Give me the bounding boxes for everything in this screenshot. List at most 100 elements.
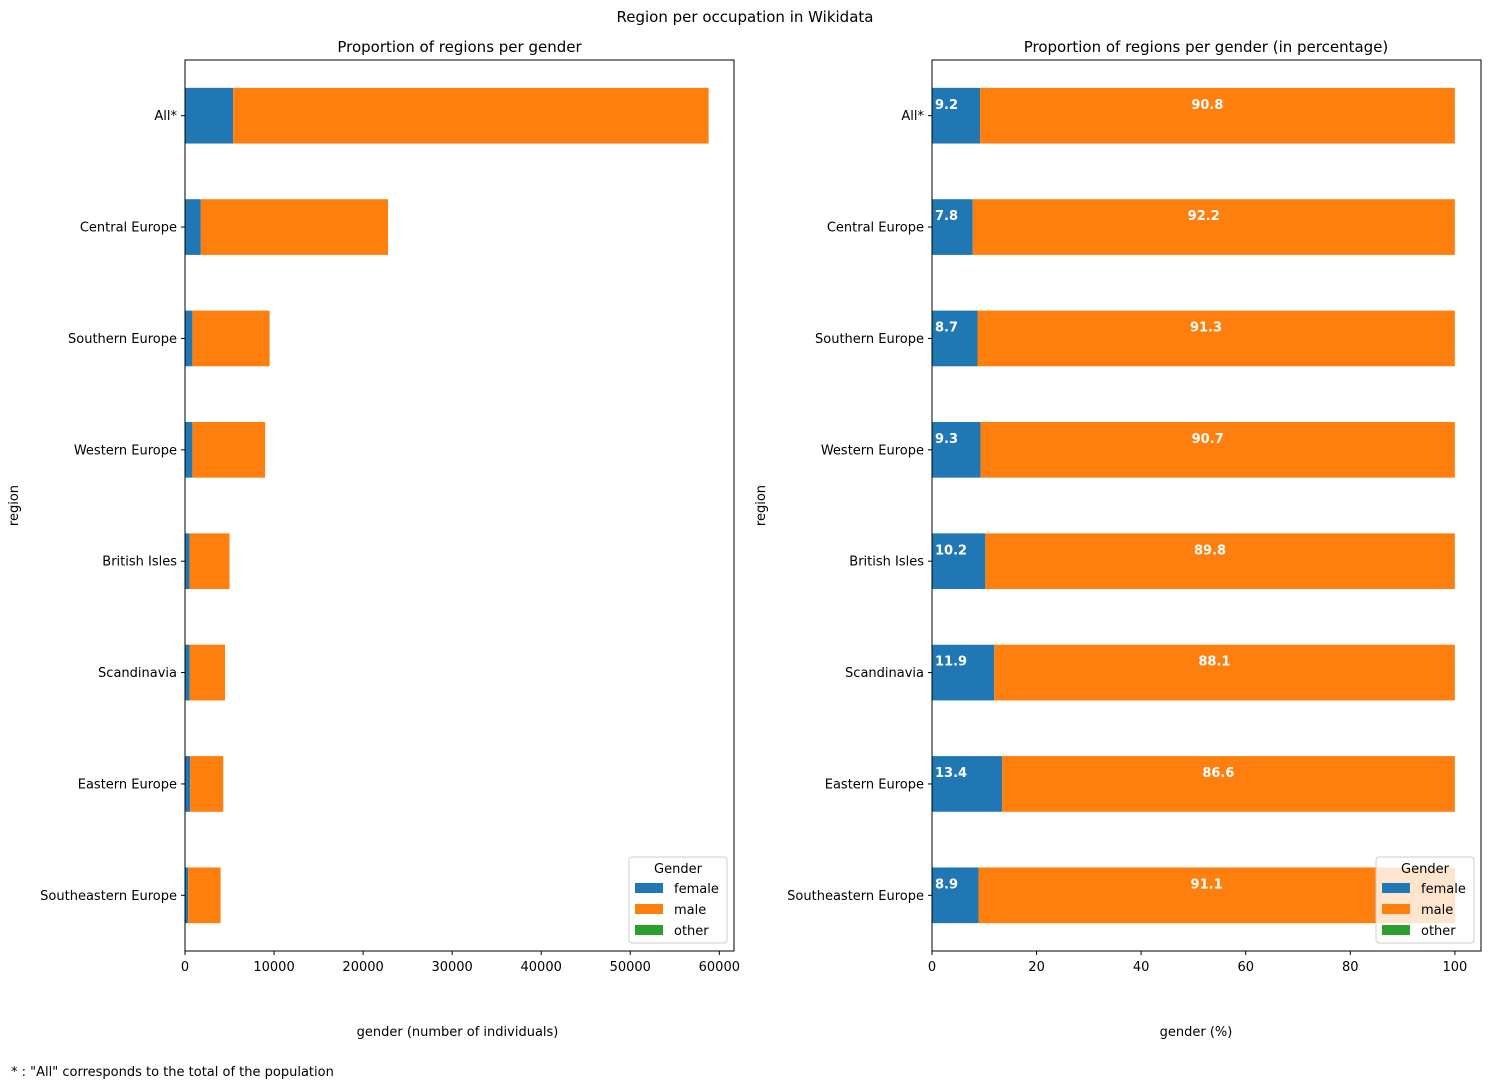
bar-female-scandinavia [932,644,995,701]
bar-label-female: 7.8 [935,209,958,224]
legend-swatch-male [1382,904,1410,914]
y-tick-label: Western Europe [821,443,924,458]
bar-female-eastern-europe [932,756,1003,812]
bar-label-female: 11.9 [935,655,967,670]
legend-label-other: other [674,924,709,939]
plot-frame [184,59,735,952]
bar-male-scandinavia [189,644,226,701]
x-tick-label: 40 [1133,960,1150,975]
x-axis-label: gender (number of individuals) [357,1025,559,1040]
x-tick-label: 60000 [699,960,740,975]
bar-female-eastern-europe [185,756,191,812]
legend-swatch-male [635,904,663,914]
x-tick-label: 0 [181,960,189,975]
legend-label-male: male [674,903,706,918]
y-axis-label: region [754,485,769,526]
bar-male-all [233,87,709,144]
x-tick-label: 10000 [253,960,294,975]
x-ticks: 0 10000 20000 30000 40000 50000 60000 [181,951,740,975]
y-tick-label: British Isles [849,555,924,570]
bar-male-southern-europe [977,310,1455,367]
bar-female-southern-europe [185,310,193,367]
legend-swatch-female [635,883,663,893]
y-tick-label: Scandinavia [845,666,924,681]
bar-label-male: 91.3 [1190,321,1222,336]
legend-frame [628,856,728,944]
bar-label-male: 88.1 [1198,655,1230,670]
chart-panel-percentage: Proportion of regions per gender (in per… [754,38,1482,1040]
bar-female-scandinavia [185,644,190,701]
bar-male-eastern-europe [190,756,224,812]
y-ticks: All* Central Europe Southern Europe Western… [40,109,185,904]
bar-male-eastern-europe [1002,756,1455,812]
chart-title: Proportion of regions per gender (in per… [1024,38,1389,56]
y-tick-label: Southern Europe [815,332,924,347]
bar-male-southeastern-europe [188,867,221,924]
y-tick-label: All* [154,109,177,124]
y-tick-label: All* [901,109,924,124]
bar-female-british-isles [185,533,190,590]
legend-frame [1375,856,1475,944]
bar-male-southern-europe [192,310,270,367]
y-tick-label: Southern Europe [68,332,177,347]
legend-label-other: other [1421,924,1456,939]
legend-title: Gender [1401,862,1450,877]
x-tick-label: 20 [1028,960,1045,975]
x-tick-label: 50000 [610,960,651,975]
y-tick-label: Central Europe [827,221,924,236]
bar-female-southeastern-europe [932,867,979,924]
y-tick-label: British Isles [102,555,177,570]
bar-label-female: 9.3 [935,432,958,447]
bar-female-western-europe [932,421,981,478]
bar-female-southeastern-europe [185,867,189,924]
bar-label-male: 89.8 [1194,543,1226,558]
bar-male-western-europe [980,421,1455,478]
footnote: * : "All" corresponds to the total of th… [11,1065,334,1080]
x-tick-label: 100 [1442,960,1467,975]
bar-label-male: 90.8 [1191,98,1223,113]
x-ticks: 0 20 40 60 80 100 [928,951,1467,975]
legend-swatch-other [1382,925,1410,935]
bar-label-male: 92.2 [1188,209,1220,224]
x-tick-label: 40000 [521,960,562,975]
bar-label-female: 13.4 [935,766,967,781]
bars-group [185,87,709,924]
y-tick-label: Eastern Europe [78,777,177,792]
bar-labels-group: 9.2 90.8 7.8 92.2 8.7 91.3 9.3 90.7 10.2 89.8 11.9… [935,98,1234,893]
bar-male-western-europe [192,421,266,478]
bar-female-western-europe [185,421,193,478]
bar-female-all [932,87,981,144]
y-tick-label: Southeastern Europe [40,889,177,904]
bar-male-scandinavia [994,644,1455,701]
legend: Gender female male other [1375,856,1475,944]
chart-panel-absolute: Proportion of regions per gender All* Cen… [7,38,740,1040]
plot-frame [931,59,1482,952]
x-tick-label: 80 [1342,960,1359,975]
y-tick-label: Eastern Europe [825,777,924,792]
bars-group [932,87,1455,924]
x-tick-label: 0 [928,960,936,975]
bar-male-central-europe [200,199,389,255]
bar-label-female: 8.7 [935,321,958,336]
x-axis-label: gender (%) [1160,1025,1233,1040]
y-axis-label: region [7,485,22,526]
bar-male-central-europe [972,199,1455,255]
bar-female-central-europe [932,199,973,255]
bar-label-female: 9.2 [935,98,958,113]
bar-male-southeastern-europe [978,867,1455,924]
y-tick-label: Southeastern Europe [787,889,924,904]
y-tick-label: Central Europe [80,221,177,236]
bar-male-british-isles [985,533,1455,590]
bar-label-male: 91.1 [1191,877,1223,892]
bar-male-all [980,87,1455,144]
bar-female-all [185,87,234,144]
legend-title: Gender [654,862,703,877]
legend-label-female: female [1421,882,1466,897]
bar-label-female: 8.9 [935,877,958,892]
legend-label-female: female [674,882,719,897]
x-tick-label: 30000 [431,960,472,975]
bar-female-british-isles [932,533,986,590]
y-tick-label: Western Europe [74,443,177,458]
legend-swatch-other [635,925,663,935]
